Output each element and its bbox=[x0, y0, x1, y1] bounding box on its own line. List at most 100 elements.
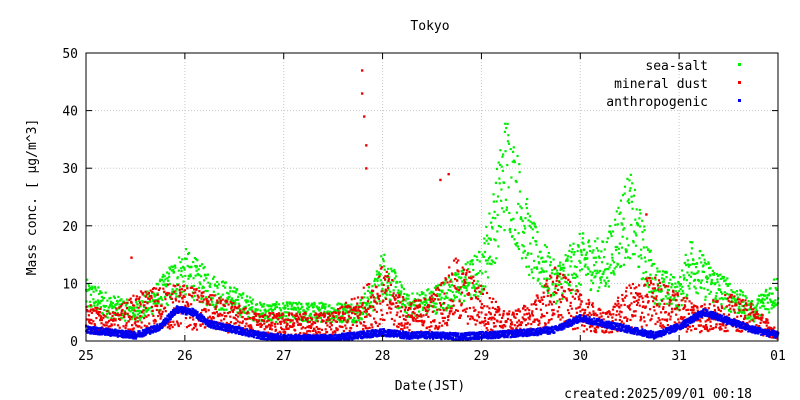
data-point bbox=[178, 300, 181, 303]
data-point bbox=[217, 283, 221, 286]
data-point bbox=[314, 329, 317, 332]
data-point bbox=[605, 330, 608, 333]
data-point bbox=[678, 284, 682, 287]
data-point bbox=[221, 293, 224, 296]
data-point bbox=[564, 280, 567, 283]
data-point bbox=[167, 272, 170, 275]
data-point bbox=[656, 282, 660, 286]
data-point bbox=[428, 292, 431, 295]
data-point bbox=[176, 322, 179, 325]
data-point bbox=[369, 305, 372, 308]
data-point bbox=[313, 301, 316, 304]
data-point bbox=[567, 278, 570, 281]
data-point bbox=[539, 308, 543, 311]
data-point bbox=[609, 313, 613, 316]
data-point bbox=[181, 275, 184, 278]
data-point bbox=[90, 305, 93, 308]
data-point bbox=[557, 283, 560, 287]
data-point bbox=[511, 234, 514, 238]
data-point bbox=[135, 301, 138, 304]
data-point bbox=[121, 329, 124, 333]
data-point bbox=[243, 311, 246, 314]
data-point bbox=[158, 297, 161, 300]
data-point bbox=[275, 316, 278, 319]
data-point bbox=[541, 260, 545, 263]
data-point bbox=[128, 298, 131, 302]
data-point bbox=[474, 273, 477, 276]
data-point bbox=[738, 305, 741, 308]
data-point bbox=[577, 244, 580, 247]
data-point bbox=[447, 318, 450, 322]
data-point bbox=[266, 325, 269, 328]
data-point bbox=[559, 261, 562, 264]
data-point bbox=[329, 310, 332, 313]
data-point bbox=[613, 305, 616, 308]
data-point bbox=[549, 301, 552, 304]
data-point bbox=[123, 310, 126, 313]
data-point bbox=[612, 269, 615, 273]
data-point bbox=[377, 277, 380, 280]
data-point bbox=[235, 318, 238, 321]
data-point bbox=[312, 321, 315, 324]
data-point bbox=[493, 210, 496, 213]
data-point bbox=[533, 266, 536, 269]
data-point bbox=[551, 283, 554, 286]
data-point bbox=[373, 279, 376, 283]
data-point bbox=[432, 291, 435, 294]
data-point bbox=[152, 319, 155, 322]
data-point bbox=[236, 298, 239, 301]
data-point bbox=[320, 306, 324, 310]
data-point bbox=[762, 305, 766, 308]
data-point bbox=[743, 316, 746, 320]
data-point bbox=[227, 324, 230, 327]
data-point bbox=[594, 275, 597, 278]
data-point bbox=[673, 321, 676, 324]
data-point bbox=[190, 294, 193, 298]
data-point bbox=[191, 296, 194, 299]
data-point bbox=[735, 290, 739, 293]
data-point bbox=[474, 291, 478, 294]
data-point bbox=[131, 334, 134, 337]
data-point bbox=[388, 300, 391, 303]
data-point bbox=[683, 261, 687, 265]
data-point bbox=[522, 317, 525, 321]
data-point bbox=[360, 296, 364, 299]
data-point bbox=[435, 311, 439, 314]
data-point bbox=[191, 310, 195, 313]
data-point bbox=[614, 248, 618, 252]
data-point bbox=[536, 267, 539, 270]
data-point bbox=[460, 276, 463, 279]
data-point bbox=[337, 313, 340, 316]
data-point bbox=[297, 323, 300, 327]
data-point bbox=[629, 286, 632, 289]
data-point bbox=[280, 314, 283, 317]
data-point bbox=[728, 301, 732, 304]
data-point bbox=[383, 291, 386, 294]
data-point bbox=[150, 296, 153, 299]
data-point bbox=[443, 297, 446, 300]
data-point bbox=[244, 307, 247, 310]
data-point bbox=[355, 309, 358, 312]
data-point bbox=[687, 284, 690, 288]
data-point bbox=[299, 331, 302, 335]
data-point bbox=[666, 323, 670, 327]
data-point bbox=[707, 262, 710, 265]
data-point bbox=[618, 306, 621, 309]
data-point bbox=[174, 297, 177, 300]
data-point bbox=[158, 309, 161, 312]
data-point bbox=[625, 249, 628, 252]
data-point bbox=[561, 297, 564, 301]
data-point bbox=[649, 249, 652, 252]
data-point bbox=[134, 337, 138, 340]
data-point bbox=[477, 286, 480, 289]
data-point bbox=[477, 284, 480, 287]
data-point bbox=[422, 292, 425, 295]
data-point bbox=[146, 300, 149, 304]
data-point bbox=[540, 313, 544, 316]
data-point bbox=[663, 318, 666, 321]
data-point bbox=[121, 308, 124, 312]
data-point bbox=[606, 311, 609, 314]
data-point bbox=[91, 308, 95, 311]
data-point bbox=[535, 240, 538, 243]
data-point bbox=[203, 265, 206, 269]
